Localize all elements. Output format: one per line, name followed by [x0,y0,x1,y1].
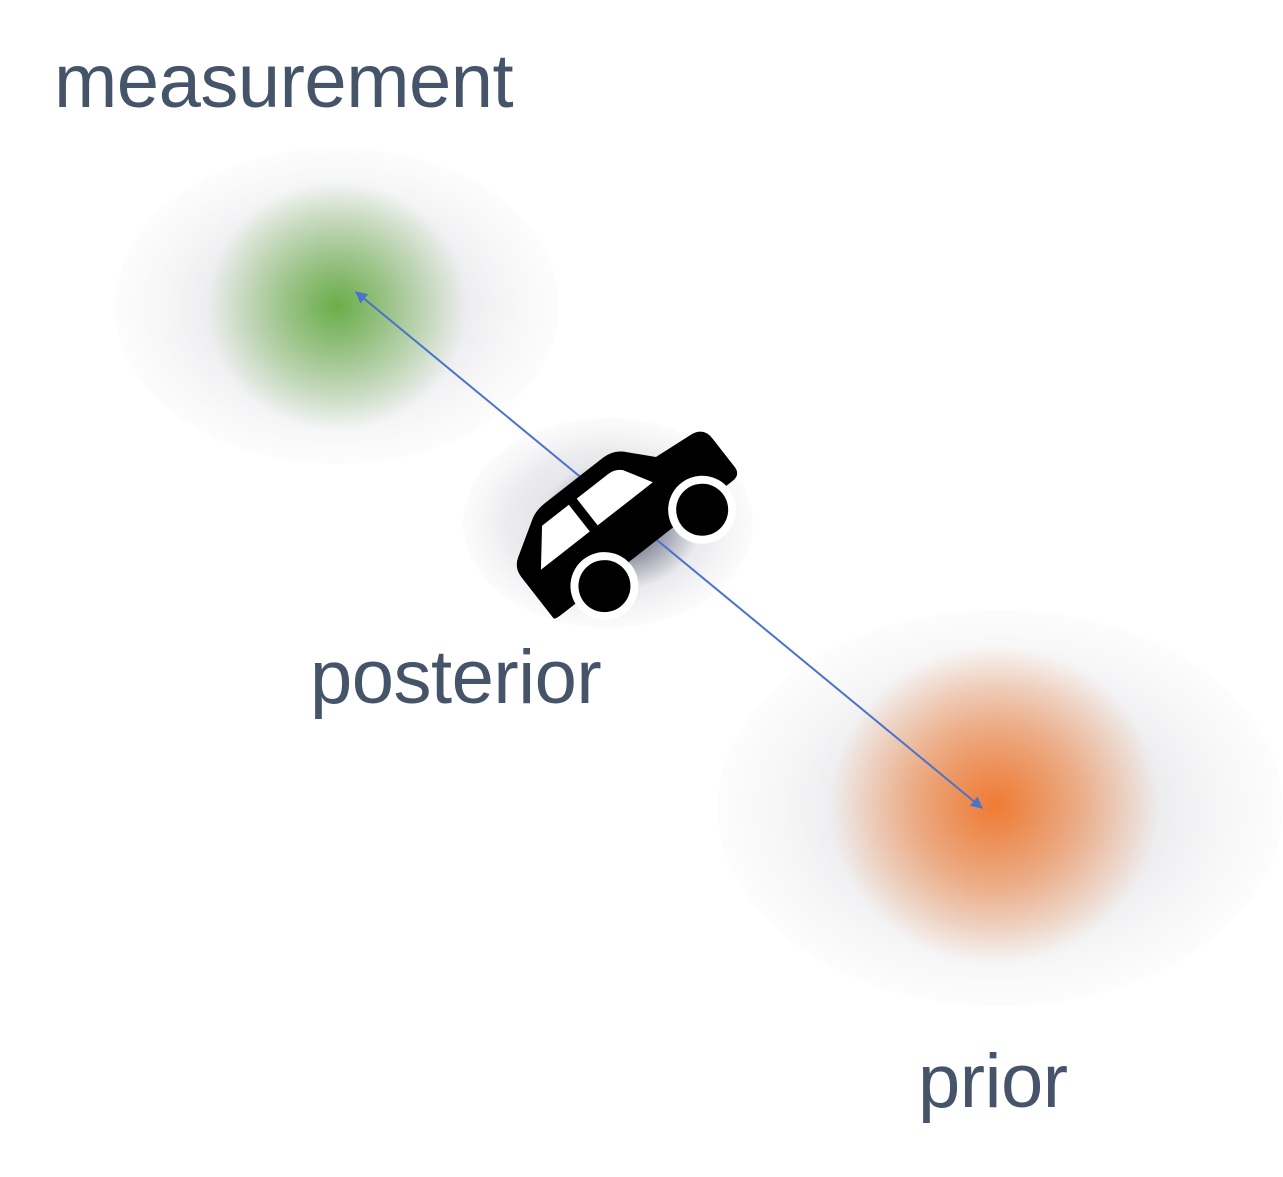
measurement-core [207,181,467,431]
posterior-label: posterior [310,635,602,720]
measurement-distribution [115,148,559,464]
car-icon [516,431,738,621]
prior-distribution [718,610,1282,1006]
measurement-label: measurement [54,39,514,124]
prior-core [830,645,1160,965]
update-arrow [355,291,983,809]
prior-label: prior [918,1039,1068,1124]
